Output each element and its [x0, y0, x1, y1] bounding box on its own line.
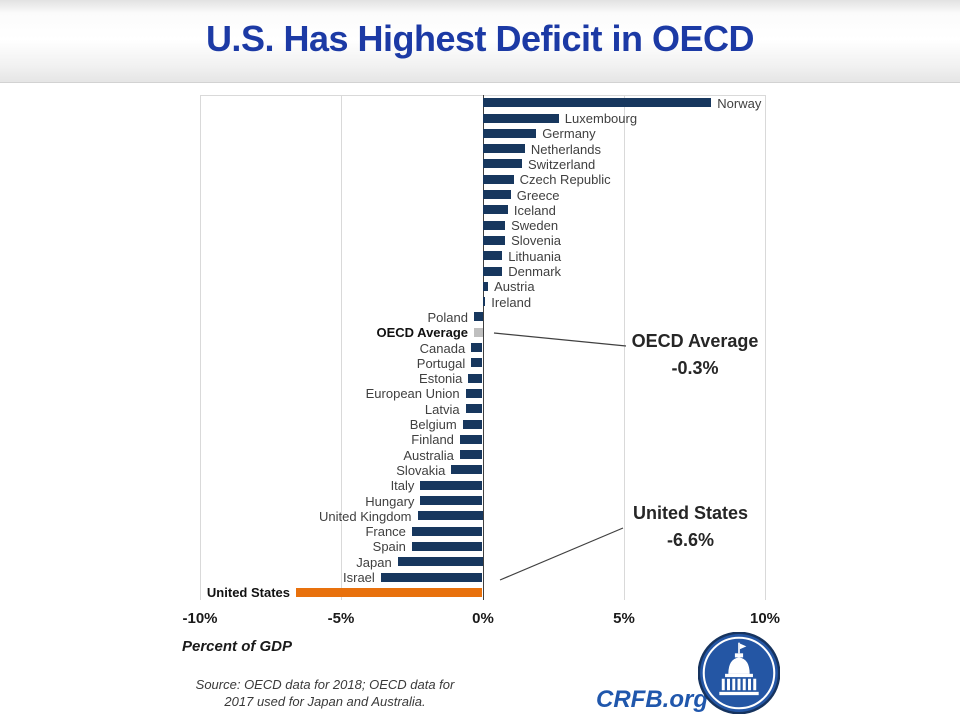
bar-norway: [482, 98, 712, 108]
bar-label-lithuania: Lithuania: [508, 248, 562, 264]
bar-italy: [420, 480, 483, 490]
bar-label-belgium: Belgium: [409, 417, 457, 432]
gridline-5: [624, 95, 625, 600]
bar-portugal: [471, 358, 483, 368]
source-note-line1: Source: OECD data for 2018; OECD data fo…: [195, 677, 455, 692]
bar-austria: [482, 281, 489, 291]
bar-label-sweden: Sweden: [511, 218, 559, 234]
annotation-united-states-value: -6.6%: [666, 530, 715, 550]
bar-label-ireland: Ireland: [491, 294, 532, 310]
bar-poland: [474, 312, 483, 322]
bar-united-states: [296, 587, 483, 597]
bar-label-oecd-average: OECD Average: [376, 325, 468, 341]
bar-label-estonia: Estonia: [419, 371, 463, 387]
bar-label-austria: Austria: [494, 279, 535, 295]
bar-estonia: [468, 373, 483, 383]
x-tick-5: 5%: [613, 610, 635, 627]
bar-label-luxembourg: Luxembourg: [564, 111, 638, 126]
bar-luxembourg: [482, 113, 559, 123]
bar-label-hungary: Hungary: [365, 493, 415, 509]
bar-spain: [411, 541, 483, 551]
bar-label-czech-republic: Czech Republic: [519, 172, 611, 188]
gridline-10: [765, 95, 766, 600]
bar-australia: [459, 450, 483, 460]
crfb-capitol-logo-icon: [698, 632, 780, 714]
bar-label-united-states: United States: [206, 585, 290, 601]
bar-ireland: [482, 297, 486, 307]
plot-top-border: [200, 95, 765, 96]
bar-france: [411, 526, 483, 536]
bar-label-netherlands: Netherlands: [530, 141, 601, 157]
bar-slovakia: [451, 465, 483, 475]
bar-label-japan: Japan: [356, 554, 392, 570]
bar-label-france: France: [365, 524, 406, 540]
x-tick-0: 0%: [472, 610, 494, 627]
gridline-10: [200, 95, 201, 600]
bar-latvia: [465, 404, 483, 414]
bar-label-denmark: Denmark: [508, 264, 562, 279]
bar-iceland: [482, 205, 508, 215]
bar-label-poland: Poland: [427, 309, 468, 325]
bar-sweden: [482, 220, 506, 230]
bar-label-united-kingdom: United Kingdom: [319, 508, 412, 524]
bar-label-european-union: European Union: [365, 386, 460, 402]
bar-label-canada: Canada: [419, 340, 466, 356]
bar-united-kingdom: [417, 511, 483, 521]
x-tick-10: 10%: [749, 610, 781, 627]
bar-label-norway: Norway: [717, 95, 762, 111]
bar-hungary: [420, 496, 483, 505]
annotation-oecd-average-label: OECD Average: [631, 331, 759, 351]
bar-canada: [471, 343, 483, 352]
annotation-united-states: United States -6.6%: [618, 500, 763, 554]
crfb-brand-text: CRFB.org: [596, 686, 708, 713]
bar-greece: [482, 190, 511, 199]
bar-czech-republic: [482, 174, 514, 184]
bar-european-union: [465, 388, 483, 398]
bar-label-israel: Israel: [343, 570, 375, 585]
x-tick-5: -5%: [327, 610, 355, 627]
bar-label-switzerland: Switzerland: [528, 156, 596, 172]
x-tick-10: -10%: [182, 610, 218, 627]
bar-germany: [482, 128, 537, 138]
source-note: Source: OECD data for 2018; OECD data fo…: [170, 676, 480, 710]
bar-lithuania: [482, 251, 503, 261]
source-note-line2: 2017 used for Japan and Australia.: [224, 694, 426, 709]
annotation-oecd-average-value: -0.3%: [671, 358, 719, 378]
capitol-icon: [719, 642, 759, 696]
bar-label-italy: Italy: [390, 478, 415, 494]
gridline-0: [483, 95, 484, 600]
bar-label-australia: Australia: [403, 447, 454, 463]
bar-label-slovenia: Slovenia: [511, 233, 561, 249]
bar-israel: [380, 572, 483, 582]
bar-switzerland: [482, 159, 522, 169]
annotation-united-states-label: United States: [632, 503, 749, 523]
page-title: U.S. Has Highest Deficit in OECD: [205, 18, 755, 59]
bar-slovenia: [482, 235, 506, 245]
bar-label-germany: Germany: [542, 126, 596, 142]
bar-belgium: [462, 419, 483, 429]
annotation-oecd-average: OECD Average -0.3%: [620, 328, 770, 382]
bar-denmark: [482, 266, 503, 276]
bar-label-iceland: Iceland: [513, 202, 556, 218]
bar-japan: [397, 557, 483, 567]
slide-header: U.S. Has Highest Deficit in OECD: [0, 0, 960, 83]
bar-label-latvia: Latvia: [424, 401, 460, 417]
bar-label-greece: Greece: [516, 187, 560, 203]
bar-netherlands: [482, 144, 525, 154]
bar-oecd-average: [474, 327, 483, 337]
bar-label-spain: Spain: [372, 539, 406, 555]
bar-finland: [459, 434, 483, 444]
gridline-5: [341, 95, 342, 600]
bar-label-portugal: Portugal: [416, 355, 466, 371]
bar-label-slovakia: Slovakia: [396, 462, 446, 478]
bar-label-finland: Finland: [411, 432, 454, 448]
axis-note-percent-of-gdp: Percent of GDP: [182, 638, 293, 655]
